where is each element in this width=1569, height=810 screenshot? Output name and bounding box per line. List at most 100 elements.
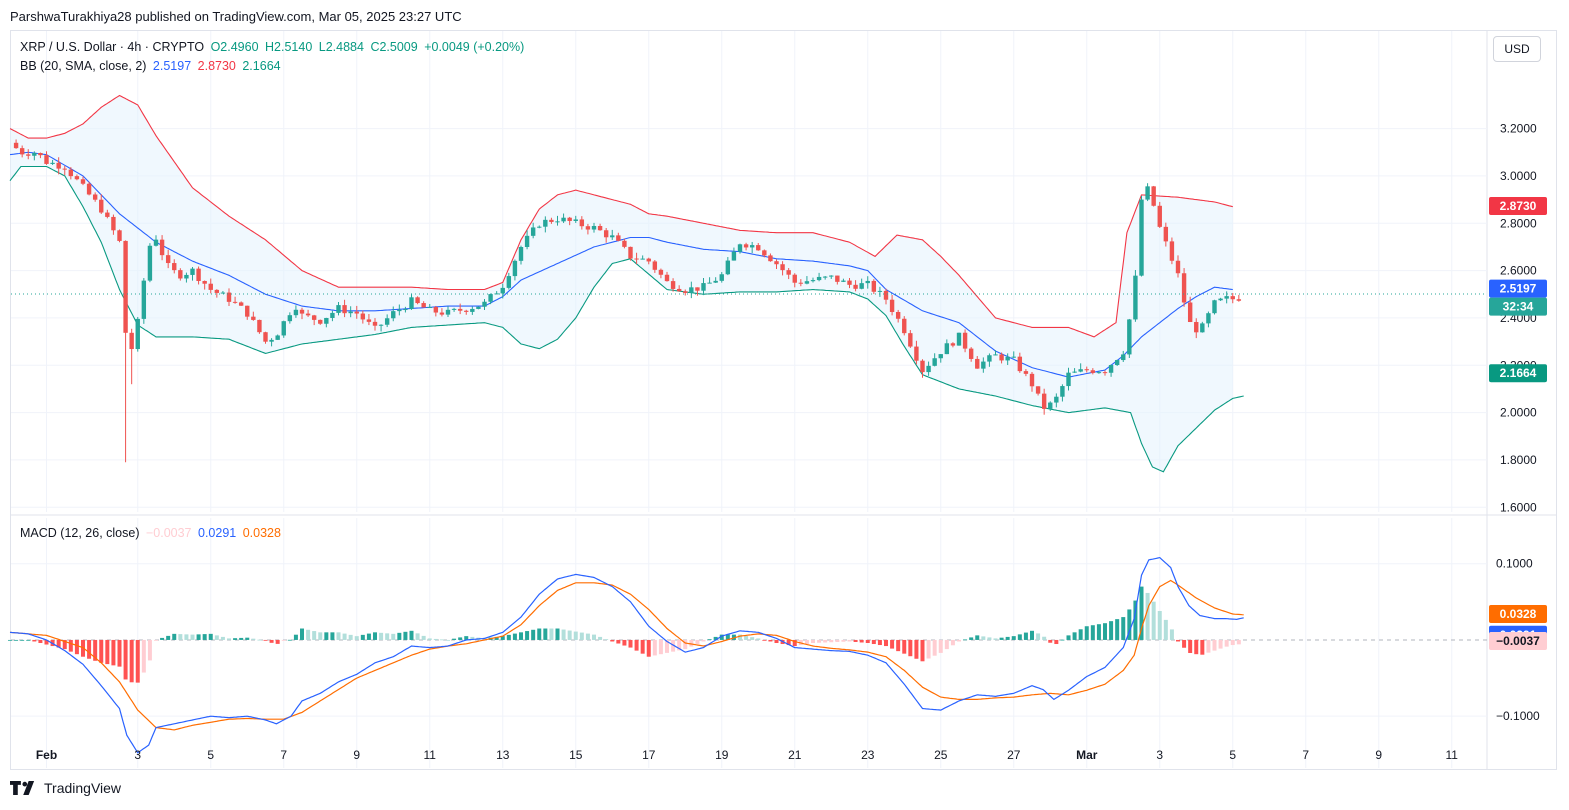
candle-body — [500, 287, 505, 294]
ohlc-change: +0.0049 (+0.20%) — [424, 40, 525, 54]
candle-body — [293, 309, 299, 316]
candle-body — [719, 274, 724, 281]
candle-body — [853, 284, 858, 289]
macd-hist-bar — [531, 629, 536, 640]
candle-body — [202, 280, 207, 284]
candle-body — [871, 280, 877, 292]
bb-label[interactable]: BB (20, SMA, close, 2) — [20, 59, 147, 73]
macd-hist-bar — [677, 639, 682, 651]
macd-hist-bar — [695, 639, 700, 645]
macd-hist-bar — [1145, 592, 1150, 640]
macd-hist-bar — [342, 633, 347, 640]
macd-hist-bar — [74, 639, 79, 655]
candle-body — [628, 246, 633, 259]
candle-body — [305, 313, 311, 316]
candle-body — [135, 318, 140, 350]
candle-body — [123, 240, 128, 333]
candle-body — [299, 309, 305, 314]
macd-hist-bar — [324, 632, 329, 640]
macd-hist-bar — [269, 639, 274, 643]
footer-brand: TradingView — [10, 780, 121, 796]
currency-button[interactable]: USD — [1493, 36, 1541, 62]
candle-body — [1230, 296, 1235, 300]
candle-body — [865, 280, 870, 284]
candle-body — [13, 142, 19, 149]
macd-hist-bar — [908, 639, 913, 657]
candle-body — [524, 235, 530, 247]
macd-signal-badge: 0.0328 — [1500, 607, 1537, 621]
macd-hist-bar — [987, 637, 992, 640]
macd-hist-bar — [318, 632, 323, 640]
macd-hist-bar — [817, 639, 822, 643]
candle-body — [926, 365, 931, 373]
macd-hist-bar — [20, 639, 25, 641]
candle-body — [172, 263, 177, 271]
candle-body — [822, 276, 828, 278]
candle-body — [275, 335, 280, 340]
candle-body — [835, 275, 840, 282]
candle-body — [1066, 372, 1071, 387]
macd-hist-bar — [537, 628, 542, 640]
macd-hist-bar — [220, 636, 225, 640]
candle-body — [603, 230, 609, 238]
macd-hist-bar — [87, 639, 92, 659]
macd-hist-bar — [896, 639, 901, 652]
macd-hist-bar — [762, 639, 767, 641]
macd-hist-bar — [245, 637, 250, 640]
macd-hist-bar — [446, 639, 450, 641]
candle-body — [1175, 260, 1181, 274]
macd-hist-bar — [482, 638, 487, 640]
candle-body — [232, 301, 238, 303]
candle-body — [914, 346, 919, 361]
macd-hist-bar — [8, 639, 12, 641]
candle-body — [38, 153, 43, 156]
candle-body — [1169, 241, 1175, 261]
macd-hist-bar — [287, 639, 292, 641]
candle-body — [238, 302, 244, 306]
macd-hist-bar — [628, 639, 633, 648]
x-tick-label: 7 — [1302, 748, 1309, 762]
x-tick-label: 5 — [1229, 748, 1236, 762]
macd-hist-bar — [62, 639, 67, 650]
candle-body — [549, 219, 554, 222]
candle-body — [1187, 302, 1193, 323]
macd-hist-bar — [1011, 636, 1016, 640]
candle-body — [932, 358, 937, 366]
candle-body — [1035, 386, 1041, 394]
x-tick-label: 23 — [861, 748, 875, 762]
candle-body — [768, 255, 773, 262]
macd-hist-bar — [464, 636, 469, 640]
macd-hist-bar — [1236, 639, 1241, 645]
macd-hist-bar — [525, 631, 530, 640]
macd-hist-bar — [616, 639, 621, 644]
x-tick-label: 3 — [134, 748, 141, 762]
macd-hist-bar — [141, 639, 146, 673]
macd-hist-bar — [26, 639, 31, 641]
price-tick-label: 1.8000 — [1500, 453, 1537, 467]
macd-hist-bar — [622, 639, 627, 646]
macd-hist-bar — [1182, 639, 1187, 648]
macd-hist-bar — [1121, 617, 1126, 640]
candle-body — [780, 264, 785, 271]
price-tick-label: 2.8000 — [1500, 216, 1537, 230]
candle-body — [573, 219, 578, 221]
candle-body — [457, 308, 463, 311]
price-legend: XRP / U.S. Dollar · 4h · CRYPTO O2.4960 … — [20, 40, 527, 54]
macd-hist-bar — [1109, 621, 1114, 640]
macd-hist-bar — [214, 635, 219, 640]
macd-hist-bar — [1030, 630, 1034, 640]
candle-body — [774, 261, 779, 265]
macd-label[interactable]: MACD (12, 26, close) — [20, 526, 140, 540]
candle-body — [816, 276, 822, 281]
macd-signal-value: 0.0328 — [242, 526, 281, 540]
candle-body — [1054, 396, 1059, 403]
macd-hist-bar — [1206, 639, 1211, 653]
candle-body — [159, 239, 165, 256]
macd-hist-bar — [196, 634, 201, 640]
candle-body — [1011, 356, 1016, 358]
macd-hist-bar — [604, 639, 609, 640]
candle-body — [792, 274, 797, 283]
macd-hist-bar — [1133, 600, 1138, 640]
symbol-title[interactable]: XRP / U.S. Dollar · 4h · CRYPTO — [20, 40, 205, 54]
